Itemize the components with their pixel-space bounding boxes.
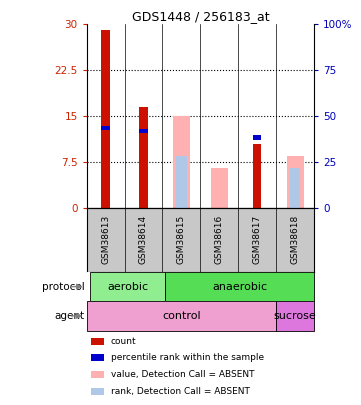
Bar — [211, 168, 228, 208]
Bar — [91, 371, 104, 378]
Bar — [139, 107, 148, 208]
Text: sucrose: sucrose — [274, 311, 317, 321]
Bar — [91, 354, 104, 361]
Text: aerobic: aerobic — [107, 281, 148, 292]
Bar — [139, 129, 148, 133]
Bar — [173, 116, 190, 208]
Bar — [90, 272, 165, 301]
Bar — [253, 135, 261, 140]
Text: GSM38618: GSM38618 — [291, 215, 300, 264]
Bar — [101, 126, 110, 130]
Bar — [276, 301, 314, 330]
Text: count: count — [110, 337, 136, 346]
Bar — [290, 168, 300, 208]
Text: GSM38614: GSM38614 — [139, 215, 148, 264]
Text: GSM38615: GSM38615 — [177, 215, 186, 264]
Text: rank, Detection Call = ABSENT: rank, Detection Call = ABSENT — [110, 387, 249, 396]
Bar — [101, 30, 110, 208]
Text: GSM38613: GSM38613 — [101, 215, 110, 264]
Bar — [176, 156, 187, 208]
Text: anaerobic: anaerobic — [212, 281, 267, 292]
Bar — [287, 156, 304, 208]
Title: GDS1448 / 256183_at: GDS1448 / 256183_at — [131, 10, 269, 23]
Bar — [165, 272, 314, 301]
Bar — [91, 388, 104, 394]
Text: protocol: protocol — [42, 281, 84, 292]
Text: percentile rank within the sample: percentile rank within the sample — [110, 353, 264, 362]
Text: control: control — [162, 311, 201, 321]
Text: GSM38616: GSM38616 — [215, 215, 224, 264]
Bar — [87, 301, 276, 330]
Text: value, Detection Call = ABSENT: value, Detection Call = ABSENT — [110, 370, 254, 379]
Bar — [253, 143, 261, 208]
Text: GSM38617: GSM38617 — [253, 215, 262, 264]
Text: agent: agent — [54, 311, 84, 321]
Bar — [91, 338, 104, 345]
